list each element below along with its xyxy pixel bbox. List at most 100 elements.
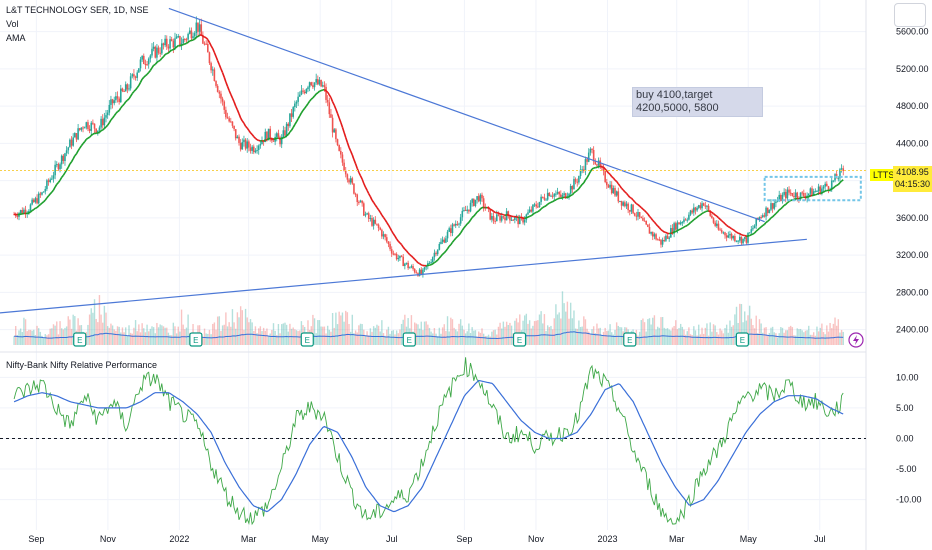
- candle-body: [111, 99, 114, 104]
- ama-indicator-label[interactable]: AMA: [6, 33, 26, 43]
- candle-body: [167, 46, 170, 49]
- candle-body: [179, 36, 181, 46]
- candle-body: [205, 43, 207, 45]
- ama-segment: [121, 103, 125, 107]
- ama-segment: [161, 56, 165, 59]
- volume-bar: [837, 319, 840, 345]
- candle-body: [47, 180, 50, 183]
- candle-body: [110, 99, 112, 105]
- candle-body: [743, 237, 746, 239]
- candle-body: [425, 266, 427, 268]
- volume-bar: [538, 314, 541, 345]
- volume-bar: [592, 326, 595, 345]
- ama-segment: [164, 52, 168, 56]
- ama-segment: [800, 196, 803, 199]
- time-tick-label: Mar: [669, 534, 685, 544]
- candle-body: [192, 36, 194, 39]
- volume-bar: [218, 316, 221, 345]
- price-candles: [13, 16, 845, 278]
- volume-bar: [266, 328, 268, 345]
- ama-segment: [274, 137, 278, 140]
- price-tick-label: 2800.00: [896, 287, 929, 297]
- volume-bar: [44, 334, 46, 345]
- rp-tick-label: 5.00: [896, 403, 914, 413]
- candle-body: [530, 209, 533, 212]
- volume-bar: [170, 335, 173, 345]
- candle-body: [453, 224, 455, 226]
- volume-bar: [134, 320, 137, 345]
- candle-body: [42, 191, 45, 193]
- candle-body: [697, 205, 700, 208]
- ama-segment: [808, 195, 811, 198]
- ama-segment: [36, 205, 40, 209]
- candle-body: [175, 36, 178, 39]
- trade-annotation[interactable]: buy 4100,target 4200,5000, 5800: [632, 87, 763, 117]
- candle-body: [310, 82, 313, 86]
- ama-segment: [819, 192, 823, 195]
- ama-segment: [445, 248, 449, 252]
- ama-segment: [333, 104, 337, 110]
- ama-segment: [753, 230, 757, 234]
- volume-bar: [67, 316, 69, 345]
- vol-indicator-label[interactable]: Vol: [6, 19, 19, 29]
- candle-body: [34, 198, 37, 203]
- ama-segment: [630, 197, 634, 201]
- volume-bar: [574, 328, 577, 345]
- candle-body: [438, 243, 441, 250]
- candle-body: [674, 223, 677, 230]
- volume-bar: [180, 309, 183, 345]
- candle-body: [16, 215, 19, 217]
- ama-segment: [253, 136, 257, 139]
- candle-body: [108, 104, 111, 113]
- ama-segment: [346, 142, 350, 148]
- volume-bar: [233, 322, 235, 345]
- ama-segment: [389, 227, 393, 232]
- volume-bar: [92, 312, 94, 345]
- candle-body: [558, 191, 560, 195]
- volume-bar: [359, 323, 362, 345]
- candle-body: [19, 210, 22, 214]
- volume-bar: [696, 335, 698, 345]
- chart-settings-button[interactable]: [894, 3, 926, 27]
- last-price: 4108.95: [896, 167, 929, 177]
- consolidation-box[interactable]: [763, 175, 862, 202]
- candle-body: [691, 210, 693, 213]
- candle-body: [70, 139, 73, 146]
- volume-bar: [770, 327, 772, 345]
- ama-segment: [70, 158, 74, 163]
- ama-segment: [657, 225, 660, 229]
- candle-body: [693, 207, 695, 213]
- candle-body: [292, 107, 294, 117]
- lightning-icon[interactable]: [848, 332, 864, 348]
- candle-body: [679, 222, 682, 225]
- candle-body: [619, 200, 621, 202]
- candle-body: [294, 103, 296, 108]
- candle-body: [331, 117, 334, 133]
- pane2-title[interactable]: Nifty-Bank Nifty Relative Performance: [6, 360, 158, 370]
- volume-bar: [139, 332, 142, 345]
- trendlines[interactable]: [0, 7, 807, 314]
- volume-bar: [345, 310, 347, 345]
- ama-segment: [471, 215, 475, 219]
- volume-bar: [216, 316, 219, 345]
- candle-body: [159, 52, 162, 54]
- volume-bar: [123, 332, 125, 345]
- candle-body: [469, 202, 472, 212]
- candle-body: [77, 128, 79, 140]
- ama-segment: [540, 206, 544, 210]
- candle-body: [333, 129, 336, 133]
- ticker-badge: LTTS: [870, 169, 898, 181]
- volume-bar: [436, 336, 439, 345]
- volume-bar: [253, 331, 255, 345]
- candle-body: [497, 214, 500, 216]
- candle-body: [384, 234, 386, 238]
- candle-body: [632, 204, 634, 214]
- volume-bar: [612, 334, 615, 345]
- volume-bar: [533, 321, 536, 345]
- ama-segment: [290, 127, 294, 131]
- candle-body: [735, 240, 738, 242]
- ama-segment: [192, 38, 196, 41]
- ama-segment: [187, 40, 191, 43]
